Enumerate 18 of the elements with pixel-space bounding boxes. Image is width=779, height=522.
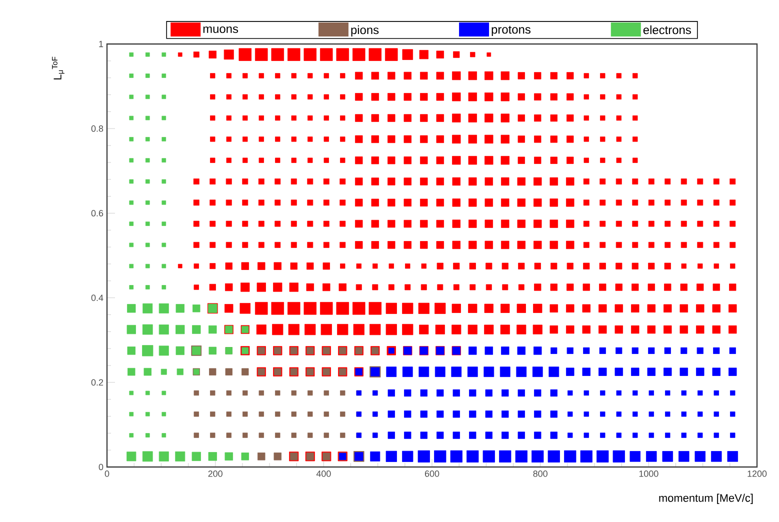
x-tick-label: 200 xyxy=(208,470,222,477)
x-tick-label: 800 xyxy=(533,470,548,477)
x-axis-title: momentum [MeV/c] xyxy=(659,494,753,504)
y-tick-label: 0.8 xyxy=(91,125,104,132)
x-tick-label: 600 xyxy=(424,470,440,477)
legend-label: protons xyxy=(492,26,530,36)
y-tick-label: 0 xyxy=(98,464,104,470)
y-tick-label: 1 xyxy=(99,40,104,48)
legend-label: electrons xyxy=(643,25,691,34)
x-tick-label: 400 xyxy=(316,470,331,477)
legend-label: muons xyxy=(203,26,238,34)
x-tick-label: 0 xyxy=(104,470,110,477)
y-tick-label: 0.4 xyxy=(91,294,104,301)
x-tick-label: 1000 xyxy=(639,470,658,477)
y-tick-label: 0.2 xyxy=(91,379,104,386)
legend-label: pions xyxy=(351,25,379,37)
x-tick-label: 1200 xyxy=(748,470,767,477)
y-tick-label: 0.6 xyxy=(91,210,104,216)
